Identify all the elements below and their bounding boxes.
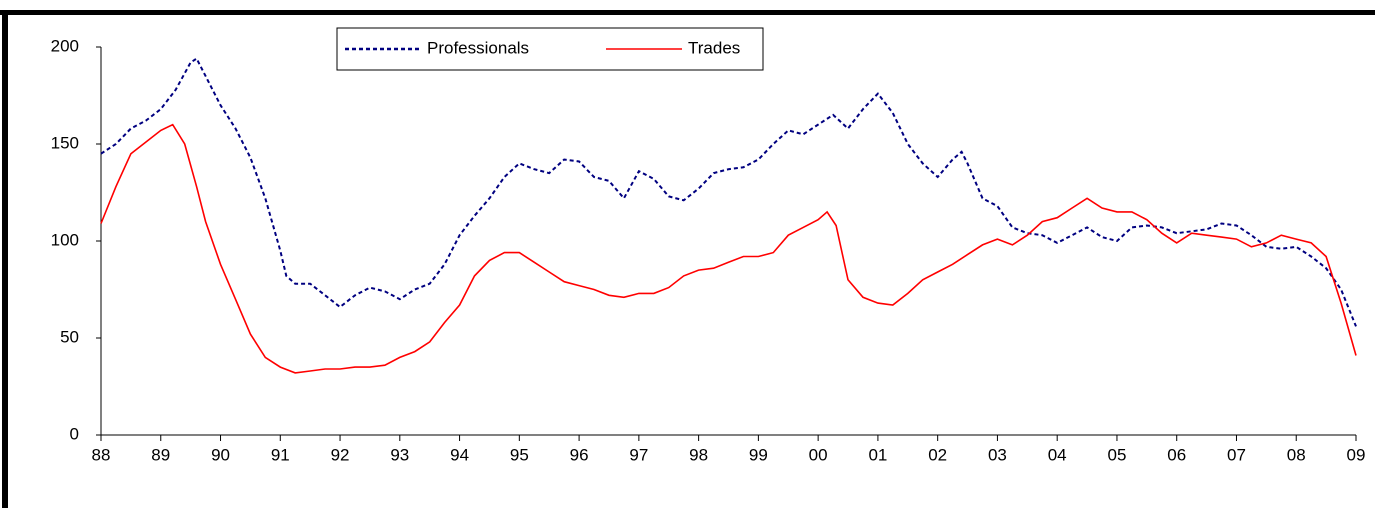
frame-left xyxy=(2,10,8,508)
y-tick-label: 50 xyxy=(60,327,79,346)
x-tick-label: 97 xyxy=(629,445,648,464)
x-tick-label: 08 xyxy=(1287,445,1306,464)
series-line xyxy=(100,57,1357,327)
y-tick-label: 200 xyxy=(51,36,79,55)
y-tick-label: 150 xyxy=(51,133,79,152)
x-tick-label: 90 xyxy=(211,445,230,464)
x-tick-label: 94 xyxy=(450,445,469,464)
x-tick-label: 99 xyxy=(749,445,768,464)
x-tick-label: 02 xyxy=(928,445,947,464)
series-line xyxy=(100,123,1357,374)
x-tick-label: 96 xyxy=(570,445,589,464)
frame-top xyxy=(0,10,1375,15)
x-tick-label: 95 xyxy=(510,445,529,464)
legend-label: Professionals xyxy=(427,38,529,57)
x-tick-label: 05 xyxy=(1107,445,1126,464)
x-tick-label: 89 xyxy=(151,445,170,464)
x-tick-label: 88 xyxy=(92,445,111,464)
x-tick-label: 07 xyxy=(1227,445,1246,464)
y-tick-label: 0 xyxy=(70,424,79,443)
legend-label: Trades xyxy=(688,38,740,57)
x-tick-label: 93 xyxy=(390,445,409,464)
x-tick-label: 01 xyxy=(868,445,887,464)
x-tick-label: 91 xyxy=(271,445,290,464)
x-tick-label: 00 xyxy=(809,445,828,464)
x-tick-label: 98 xyxy=(689,445,708,464)
y-tick-label: 100 xyxy=(51,230,79,249)
x-tick-label: 09 xyxy=(1347,445,1366,464)
x-tick-label: 03 xyxy=(988,445,1007,464)
x-tick-label: 06 xyxy=(1167,445,1186,464)
x-tick-label: 92 xyxy=(331,445,350,464)
x-tick-label: 04 xyxy=(1048,445,1067,464)
